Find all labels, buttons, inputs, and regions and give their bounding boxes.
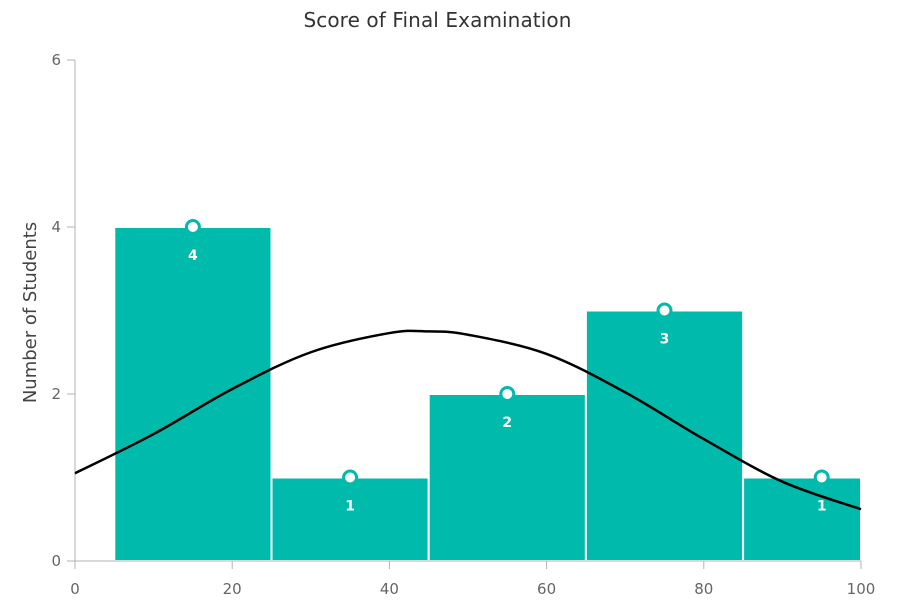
y-tick-label: 0 (51, 552, 61, 570)
data-point-marker (184, 219, 201, 235)
x-tick-label: 80 (694, 580, 713, 598)
chart-title: Score of Final Examination (303, 8, 572, 32)
x-tick-label: 0 (70, 580, 80, 598)
bars-layer (113, 226, 862, 562)
x-tick-label: 100 (847, 580, 876, 598)
data-point-marker (499, 386, 516, 402)
histogram-bar (270, 476, 430, 562)
data-label: 1 (817, 499, 827, 515)
curve-layer (74, 329, 862, 511)
labels-layer: 4 1 2 3 1 (188, 248, 827, 515)
normal-distribution-curve (74, 329, 862, 511)
histogram-bar (742, 476, 862, 562)
y-tick-label: 2 (51, 385, 61, 403)
data-point-marker (342, 469, 359, 486)
data-point-marker (813, 469, 830, 486)
x-tick-label: 60 (537, 580, 556, 598)
data-label: 1 (345, 499, 355, 515)
histogram-bar (427, 393, 587, 562)
x-tick-label: 20 (223, 580, 242, 598)
x-tick-label: 40 (380, 580, 399, 598)
histogram-bar (584, 309, 745, 562)
y-tick-label: 4 (51, 218, 61, 236)
data-label: 4 (188, 248, 198, 264)
markers-layer (184, 219, 830, 486)
data-label: 3 (660, 332, 670, 348)
data-label: 2 (502, 415, 512, 431)
histogram-bar (113, 226, 273, 562)
y-axis-title: Number of Students (20, 222, 41, 403)
y-tick-label: 6 (51, 51, 61, 69)
data-point-marker (656, 302, 673, 319)
